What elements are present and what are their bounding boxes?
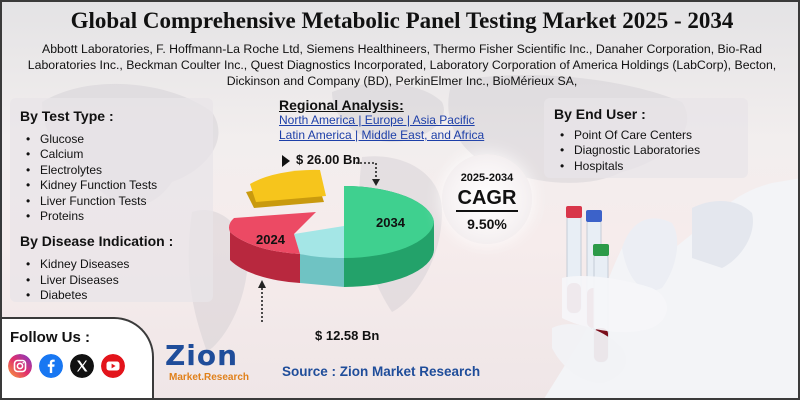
slice-label-2034: 2034	[376, 215, 406, 230]
page-title: Global Comprehensive Metabolic Panel Tes…	[70, 8, 734, 33]
market-value-2024: $ 12.58 Bn	[315, 328, 380, 343]
slice-teal	[294, 226, 344, 287]
list-item: Liver Diseases	[24, 273, 213, 289]
cagr-value: 9.50%	[467, 216, 507, 232]
list-item: Diabetes	[24, 288, 213, 304]
list-item: Calcium	[24, 147, 213, 163]
list-item: Kidney Function Tests	[24, 178, 213, 194]
logo-wordmark: Zion	[165, 339, 239, 372]
disease-indication-title: By Disease Indication :	[20, 233, 174, 250]
cagr-label: CAGR	[457, 187, 517, 209]
list-item: Liver Function Tests	[24, 194, 213, 210]
slice-red	[229, 212, 316, 283]
regional-analysis: Regional Analysis: North America | Europ…	[279, 97, 529, 143]
list-item: Point Of Care Centers	[558, 128, 748, 144]
regional-analysis-title: Regional Analysis:	[279, 97, 404, 113]
list-item: Hospitals	[558, 159, 748, 175]
gloved-hand-test-tubes-image	[544, 178, 798, 398]
logo-subtitle: Market.Research	[169, 372, 250, 383]
list-item: Electrolytes	[24, 163, 213, 179]
list-item: Proteins	[24, 209, 213, 225]
cagr-badge: 2025-2034 CAGR 9.50%	[442, 154, 532, 244]
market-value-2034-text: $ 26.00 Bn	[296, 152, 361, 167]
slice-label-2024: 2024	[256, 232, 286, 247]
test-type-list: Glucose Calcium Electrolytes Kidney Func…	[24, 132, 213, 225]
instagram-icon[interactable]	[8, 354, 32, 378]
end-user-panel: By End User : Point Of Care Centers Diag…	[544, 98, 748, 178]
regional-line-2: Latin America | Middle East, and Africa	[279, 128, 485, 142]
follow-us-panel: Follow Us :	[2, 317, 154, 398]
end-user-list: Point Of Care Centers Diagnostic Laborat…	[558, 128, 748, 175]
regional-line-1: North America | Europe | Asia Pacific	[279, 113, 475, 127]
youtube-icon[interactable]	[101, 354, 125, 378]
brand-logo: Zion Market.Research	[165, 339, 255, 385]
pointer-icon	[282, 154, 290, 167]
list-item: Glucose	[24, 132, 213, 148]
market-3d-pie: 2034 2024	[229, 162, 434, 322]
slice-green	[344, 185, 434, 287]
test-type-title: By Test Type :	[20, 108, 114, 124]
company-list: Abbott Laboratories, F. Hoffmann-La Roch…	[27, 42, 777, 88]
connector-arrow-top	[372, 179, 380, 186]
list-item: Kidney Diseases	[24, 257, 213, 273]
segment-panel-left: By Test Type : Glucose Calcium Electroly…	[10, 98, 213, 304]
source-credit: Source : Zion Market Research	[282, 364, 481, 379]
cagr-period: 2025-2034	[460, 172, 514, 184]
disease-indication-list: Kidney Diseases Liver Diseases Diabetes	[24, 257, 213, 304]
follow-us-label: Follow Us :	[10, 329, 90, 346]
end-user-title: By End User :	[554, 106, 646, 122]
x-icon[interactable]	[70, 354, 94, 378]
connector-line-top	[356, 162, 377, 180]
connector-arrow-bottom	[258, 280, 266, 288]
list-item: Diagnostic Laboratories	[558, 143, 748, 159]
facebook-icon[interactable]	[39, 354, 63, 378]
market-value-2034: $ 26.00 Bn	[282, 152, 360, 167]
cagr-underline	[456, 210, 518, 212]
connector-line-bottom	[261, 284, 263, 322]
slice-yellow	[246, 169, 326, 208]
